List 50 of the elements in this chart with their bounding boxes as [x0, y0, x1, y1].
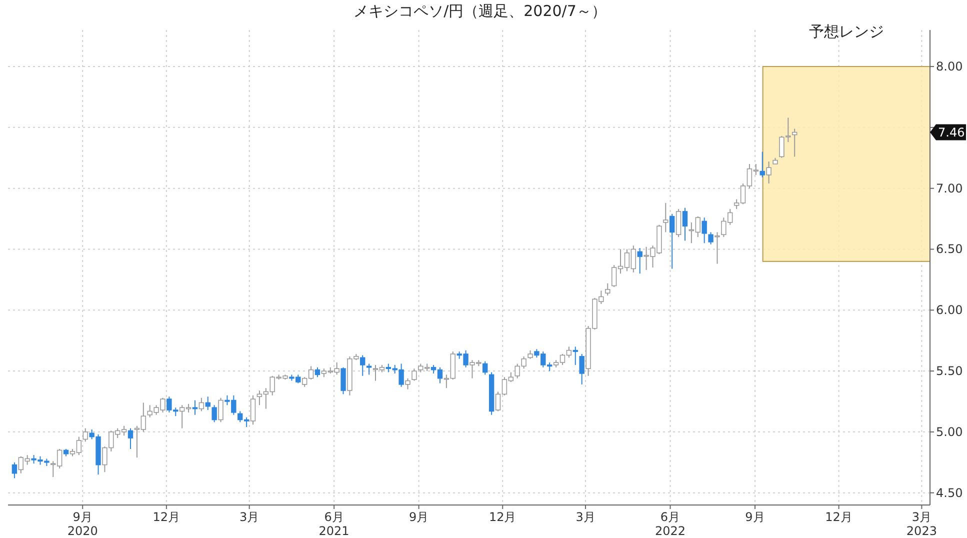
- candlestick: [714, 232, 720, 264]
- candlestick: [250, 394, 256, 426]
- candlestick: [128, 428, 134, 450]
- candlestick: [663, 202, 668, 233]
- candlestick: [637, 248, 642, 274]
- x-tick-label: 9月 2020: [67, 510, 98, 538]
- x-tick-label: 3月 2023: [906, 510, 937, 538]
- x-tick-label: 12月: [825, 510, 852, 524]
- candlestick: [682, 207, 688, 242]
- candlestick: [218, 397, 224, 423]
- candlestick: [405, 378, 410, 390]
- y-tick-label: 6.50: [936, 242, 963, 256]
- x-tick-label: 6月 2022: [654, 510, 686, 538]
- candlestick: [670, 213, 675, 270]
- candlestick: [412, 368, 417, 382]
- candlestick: [605, 282, 610, 296]
- candlestick: [572, 346, 578, 366]
- candlestick: [482, 360, 488, 376]
- y-tick-label: 4.50: [936, 486, 963, 500]
- text: 7.46: [938, 125, 965, 140]
- candlestick: [360, 354, 366, 376]
- x-tick-label: 3月: [576, 510, 596, 524]
- y-tick-label: 6.00: [936, 303, 963, 318]
- x-tick-label: 3月: [240, 510, 260, 524]
- candlestick: [340, 366, 346, 395]
- candlestick: [792, 128, 798, 158]
- candlestick: [12, 462, 18, 479]
- candlestick: [766, 161, 772, 184]
- x-tick-label: 9月: [745, 510, 765, 524]
- x-tick-label: 6月 2021: [318, 510, 350, 538]
- x-tick-label: 9月: [408, 510, 429, 524]
- x-tick-label: 12月: [152, 510, 180, 524]
- y-tick-label: 7.00: [936, 181, 963, 196]
- candlestick: [676, 208, 682, 238]
- candlestick: [579, 353, 584, 385]
- candlestick: [760, 151, 765, 178]
- candlestick: [198, 397, 204, 412]
- candlestick: [702, 217, 707, 244]
- candlestick: [192, 400, 198, 416]
- chart-title: メキシコペソ/円（週足、2020/7～）: [354, 2, 606, 20]
- x-tick-label: 12月: [488, 510, 516, 524]
- y-tick-label: 5.00: [936, 424, 963, 439]
- candlestick: [212, 404, 217, 423]
- y-tick-label: 5.50: [936, 364, 963, 378]
- y-tick-label: 8.00: [936, 60, 963, 74]
- candlestick: [708, 232, 714, 245]
- candlestick: [82, 428, 88, 442]
- band-label: 予想レンジ: [808, 22, 884, 41]
- candlestick: [366, 363, 372, 376]
- candlestick: [314, 366, 320, 378]
